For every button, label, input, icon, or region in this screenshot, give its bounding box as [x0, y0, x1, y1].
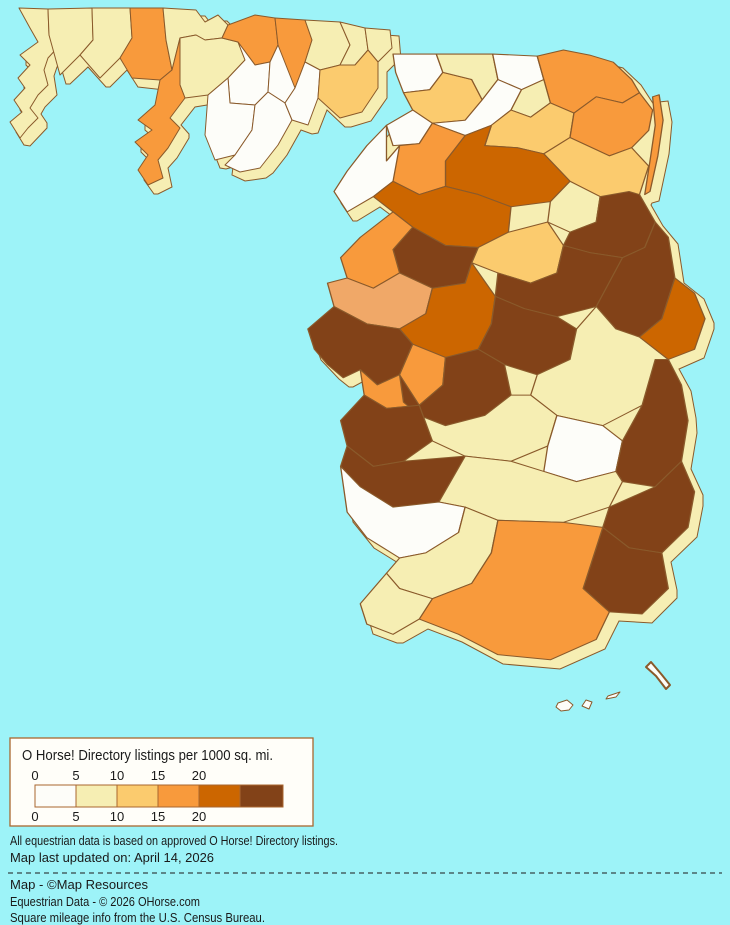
- svg-text:Map - ©Map Resources: Map - ©Map Resources: [10, 877, 148, 892]
- svg-text:5: 5: [72, 809, 79, 824]
- svg-text:0: 0: [31, 768, 38, 783]
- svg-text:20: 20: [192, 809, 206, 824]
- svg-text:20: 20: [192, 768, 206, 783]
- svg-text:O Horse! Directory listings pe: O Horse! Directory listings per 1000 sq.…: [22, 747, 273, 764]
- svg-text:0: 0: [31, 809, 38, 824]
- svg-text:5: 5: [72, 768, 79, 783]
- svg-text:15: 15: [151, 768, 165, 783]
- svg-text:Square mileage info from the U: Square mileage info from the U.S. Census…: [10, 910, 265, 925]
- svg-text:15: 15: [151, 809, 165, 824]
- svg-text:10: 10: [110, 809, 124, 824]
- svg-text:Equestrian Data - © 2026 OHors: Equestrian Data - © 2026 OHorse.com: [10, 894, 200, 909]
- svg-text:10: 10: [110, 768, 124, 783]
- svg-text:All equestrian data is based o: All equestrian data is based on approved…: [10, 833, 338, 848]
- svg-text:Map last updated on: April 14,: Map last updated on: April 14, 2026: [10, 850, 214, 865]
